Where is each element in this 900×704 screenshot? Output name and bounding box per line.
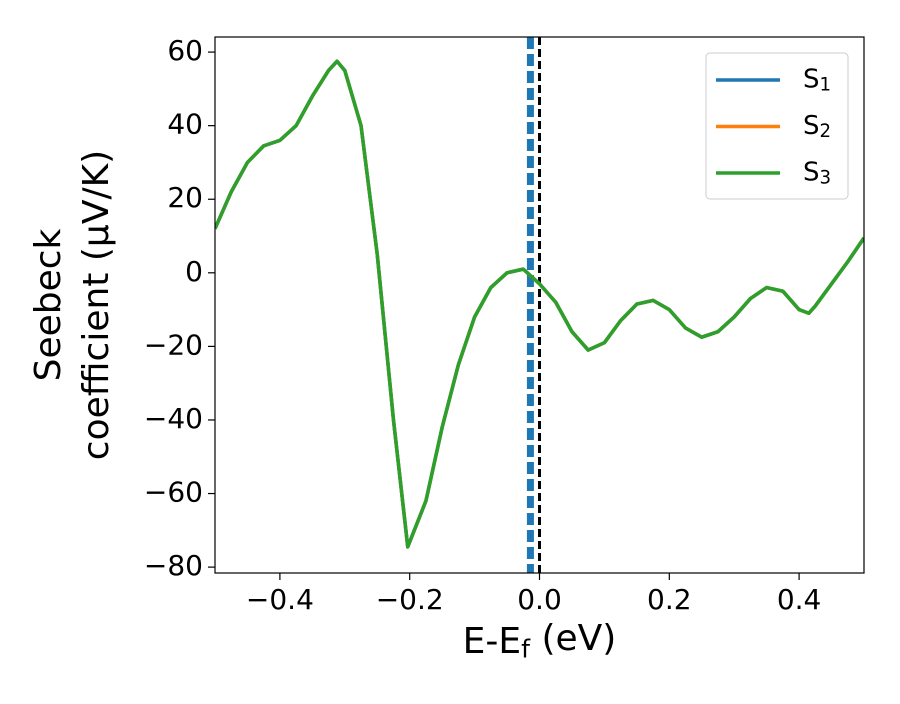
x-tick-label: −0.4 xyxy=(246,583,314,616)
y-tick-label: 60 xyxy=(167,34,203,67)
series-line xyxy=(215,59,864,549)
y-tick-label: −40 xyxy=(144,402,203,435)
x-axis-label: E-Ef (eV) xyxy=(463,618,617,664)
x-tick-label: 0.4 xyxy=(777,583,822,616)
y-axis-label: coefficient (μV/K) xyxy=(76,150,117,460)
y-tick-label: −20 xyxy=(144,328,203,361)
y-tick-label: −60 xyxy=(144,476,203,509)
y-tick-label: −80 xyxy=(144,549,203,582)
y-tick-label: 20 xyxy=(167,181,203,214)
plot-frame xyxy=(214,36,865,574)
y-tick-label: 40 xyxy=(167,108,203,141)
x-tick-label: 0.2 xyxy=(647,583,692,616)
x-tick-label: −0.2 xyxy=(376,583,444,616)
y-tick-label: 0 xyxy=(185,255,203,288)
x-tick-label: 0.0 xyxy=(517,583,562,616)
y-axis-label: Seebeck xyxy=(28,228,69,381)
